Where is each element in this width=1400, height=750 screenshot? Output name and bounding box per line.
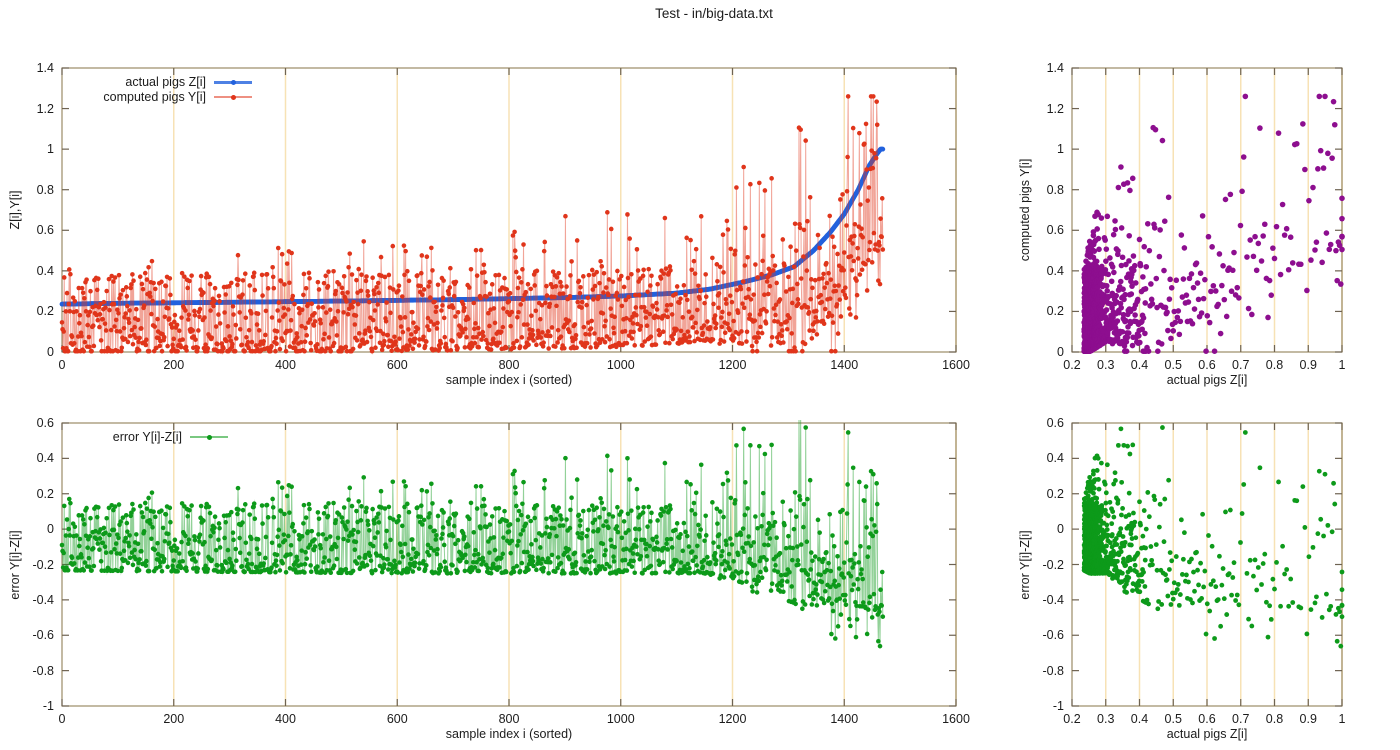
y-tick-label: 0.4 xyxy=(1046,451,1064,466)
x-tick-label: 0.3 xyxy=(1097,358,1115,372)
y-axis-label-bottom-right: error Y[i]-Z[i] xyxy=(1018,529,1032,600)
legend-label: error Y[i]-Z[i] xyxy=(112,430,182,444)
x-tick-label: 1400 xyxy=(830,358,859,372)
y-tick-label: 0.2 xyxy=(36,486,54,501)
y-axis-label-top-left: Z[i],Y[i] xyxy=(8,190,22,230)
x-tick-label: 800 xyxy=(498,712,520,726)
y-tick-label: -0.4 xyxy=(32,592,54,607)
x-tick-label: 1600 xyxy=(942,712,970,726)
y-axis-label-bottom-left: error Y[i]-Z[i] xyxy=(8,529,22,600)
legend-label: computed pigs Y[i] xyxy=(103,90,206,104)
x-tick-label: 0 xyxy=(58,712,66,726)
y-tick-label: 1.4 xyxy=(1046,61,1064,75)
x-tick-label: 0.7 xyxy=(1232,712,1250,726)
y-tick-label: 0.2 xyxy=(36,304,54,319)
y-tick-label: -1 xyxy=(42,699,54,713)
x-tick-label: 0.8 xyxy=(1265,358,1284,372)
x-axis-label-top-right: actual pigs Z[i] xyxy=(1166,373,1248,387)
y-tick-label: 1 xyxy=(1057,142,1064,157)
page-title: Test - in/big-data.txt xyxy=(655,6,773,21)
x-tick-label: 1 xyxy=(1338,712,1346,726)
y-tick-label: -0.8 xyxy=(32,663,54,678)
y-tick-label: 0.4 xyxy=(36,451,54,466)
y-tick-label: 0.6 xyxy=(1046,416,1064,430)
y-tick-label: -0.2 xyxy=(1042,557,1064,572)
x-tick-label: 1200 xyxy=(718,358,747,372)
y-tick-label: -0.8 xyxy=(1042,663,1064,678)
y-tick-label: 1.2 xyxy=(1046,101,1064,116)
x-tick-label: 1200 xyxy=(718,712,747,726)
x-tick-label: 0.5 xyxy=(1164,358,1182,372)
x-tick-label: 0.4 xyxy=(1130,712,1149,726)
legend-point-sample xyxy=(230,94,236,100)
y-tick-label: 0.6 xyxy=(1046,223,1064,238)
x-tick-label: 0.4 xyxy=(1130,358,1149,372)
y-tick-label: 0 xyxy=(1057,522,1064,537)
legend-label: actual pigs Z[i] xyxy=(125,75,206,89)
x-tick-label: 0.6 xyxy=(1198,712,1216,726)
y-tick-label: 0.6 xyxy=(36,223,54,238)
y-tick-label: 0 xyxy=(47,345,54,359)
y-tick-label: 0 xyxy=(1057,345,1064,359)
x-tick-label: 0.3 xyxy=(1097,712,1115,726)
y-tick-label: -0.6 xyxy=(1042,628,1064,643)
y-tick-label: 0.8 xyxy=(36,182,54,197)
y-tick-label: 0.6 xyxy=(36,416,54,430)
x-axis-label-top-left: sample index i (sorted) xyxy=(445,373,573,387)
x-tick-label: 0 xyxy=(58,358,66,372)
y-tick-label: 0 xyxy=(47,522,54,537)
x-tick-label: 0.6 xyxy=(1198,358,1216,372)
x-tick-label: 0.8 xyxy=(1265,712,1284,726)
y-tick-label: -0.6 xyxy=(32,628,54,643)
y-tick-label: 0.8 xyxy=(1046,182,1064,197)
y-tick-label: 0.4 xyxy=(1046,263,1064,278)
x-tick-label: 0.5 xyxy=(1164,712,1182,726)
x-tick-label: 200 xyxy=(163,358,185,372)
x-tick-label: 400 xyxy=(275,358,296,372)
y-tick-label: -0.4 xyxy=(1042,592,1064,607)
x-tick-label: 1000 xyxy=(606,358,635,372)
x-tick-label: 600 xyxy=(386,712,408,726)
x-tick-label: 1000 xyxy=(606,712,635,726)
x-tick-label: 400 xyxy=(275,712,296,726)
y-tick-label: 0.2 xyxy=(1046,304,1064,319)
x-tick-label: 0.2 xyxy=(1063,712,1081,726)
x-tick-label: 1400 xyxy=(830,712,859,726)
y-tick-label: 1 xyxy=(47,142,54,157)
x-tick-label: 0.9 xyxy=(1299,712,1317,726)
x-tick-label: 0.9 xyxy=(1299,358,1317,372)
x-tick-label: 1600 xyxy=(942,358,970,372)
legend-point-sample xyxy=(206,434,212,440)
y-axis-label-top-right: computed pigs Y[i] xyxy=(1018,158,1032,262)
y-tick-label: 0.4 xyxy=(36,263,54,278)
y-tick-label: 1.2 xyxy=(36,101,54,116)
x-tick-label: 800 xyxy=(498,358,520,372)
x-axis-label-bottom-left: sample index i (sorted) xyxy=(445,727,573,741)
x-tick-label: 0.7 xyxy=(1232,358,1250,372)
x-tick-label: 1 xyxy=(1338,358,1346,372)
x-axis-label-bottom-right: actual pigs Z[i] xyxy=(1166,727,1248,741)
y-tick-label: -1 xyxy=(1052,699,1064,713)
y-tick-label: 0.2 xyxy=(1046,486,1064,501)
y-tick-label: -0.2 xyxy=(32,557,54,572)
x-tick-label: 0.2 xyxy=(1063,358,1081,372)
x-tick-label: 600 xyxy=(386,358,408,372)
y-tick-label: 1.4 xyxy=(36,61,54,75)
x-tick-label: 200 xyxy=(163,712,185,726)
legend-point-sample xyxy=(230,79,236,85)
